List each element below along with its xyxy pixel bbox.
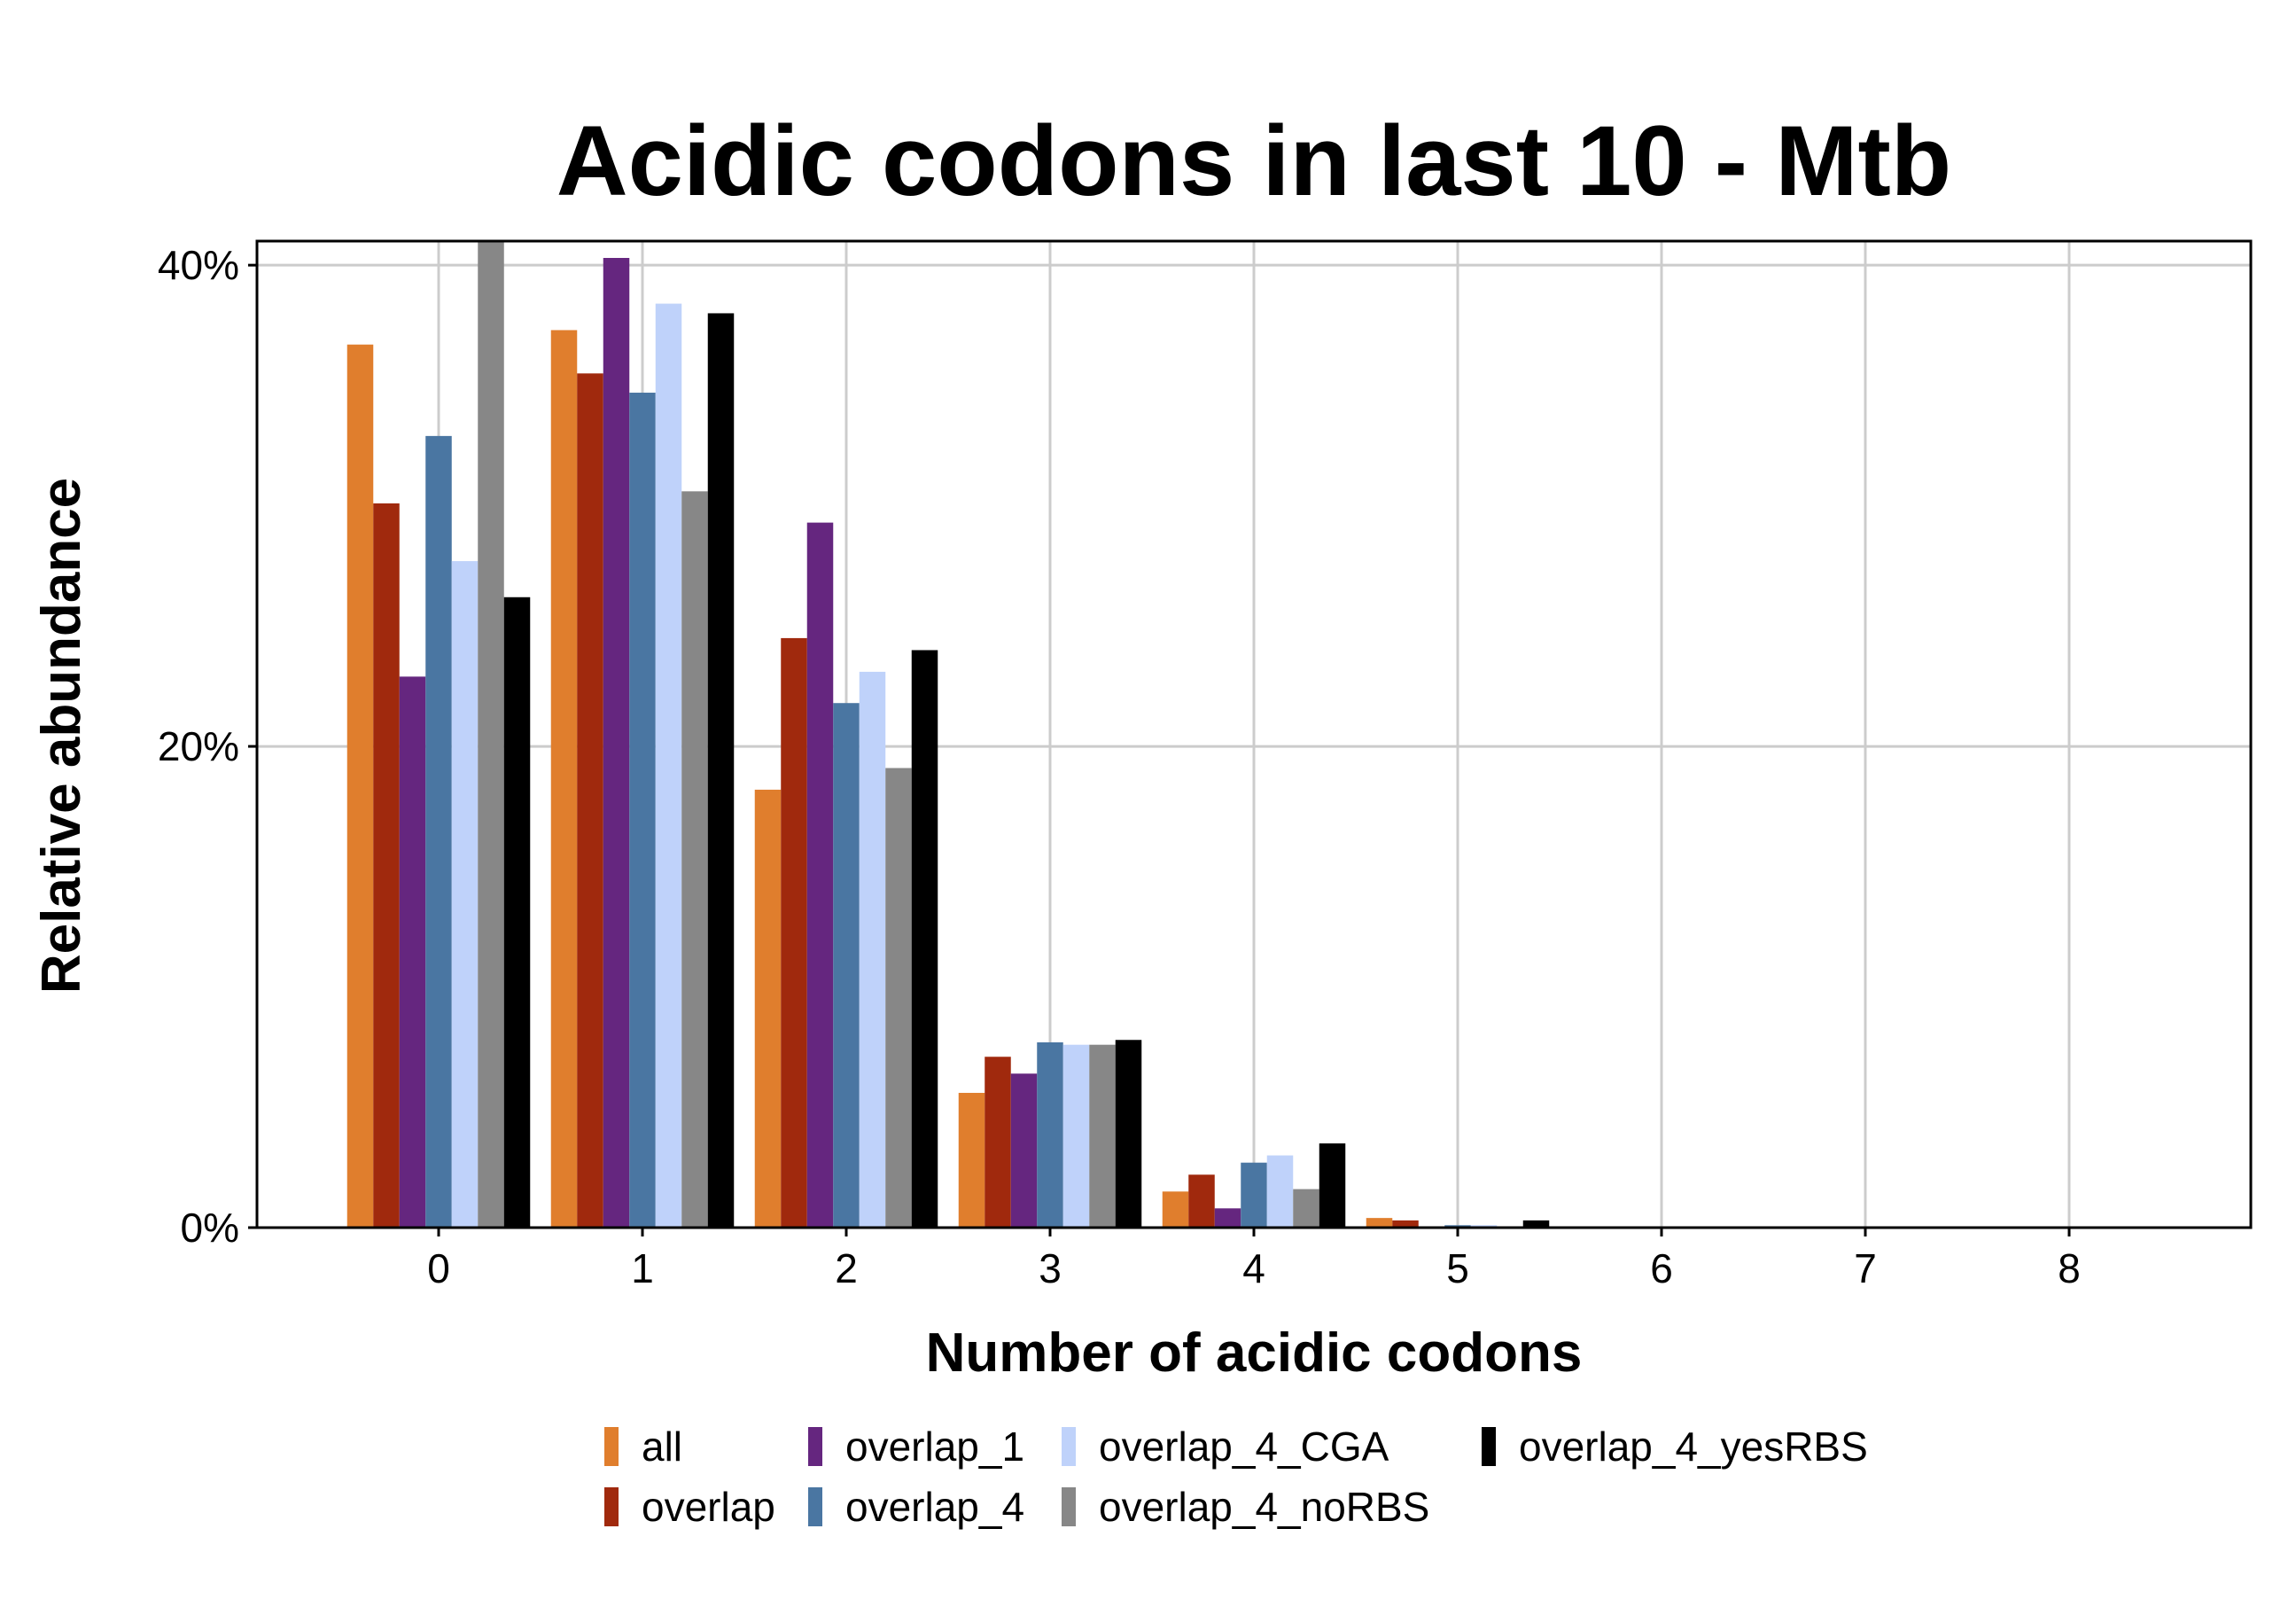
bars (346, 241, 1550, 1228)
chart-title: Acidic codons in last 10 - Mtb (556, 105, 1951, 216)
x-tick-label: 2 (835, 1245, 858, 1291)
legend-item-overlap: overlap (604, 1484, 775, 1530)
bar-all-3 (958, 1092, 985, 1228)
bar-overlap_4-4 (1241, 1162, 1267, 1228)
bar-overlap_4_yesRBS-0 (503, 597, 531, 1228)
x-tick-label: 8 (2058, 1245, 2081, 1291)
legend-label: overlap_4 (845, 1484, 1024, 1530)
bar-all-2 (754, 789, 782, 1228)
bar-overlap_1-3 (1010, 1073, 1038, 1228)
bar-all-0 (346, 344, 374, 1228)
axes: 0 1 2 3 4 5 6 7 8 0% 20% 40% (158, 239, 2253, 1291)
bar-overlap_1-2 (806, 522, 834, 1228)
bar-all-4 (1162, 1191, 1189, 1228)
bar-overlap_4_yesRBS-4 (1319, 1143, 1346, 1228)
x-tick-label: 3 (1039, 1245, 1062, 1291)
x-axis-label: Number of acidic codons (926, 1322, 1583, 1384)
bar-overlap_4_CGA-4 (1266, 1155, 1294, 1228)
bar-overlap_4_CGA-3 (1062, 1044, 1090, 1228)
bar-all-5 (1366, 1218, 1393, 1228)
bar-overlap-2 (781, 637, 807, 1228)
bar-overlap-3 (985, 1057, 1011, 1228)
bar-overlap-4 (1188, 1174, 1215, 1228)
bar-overlap_1-0 (399, 676, 426, 1228)
x-tick-label: 6 (1650, 1245, 1673, 1291)
bar-overlap_4-2 (833, 703, 860, 1228)
x-tick-label: 1 (631, 1245, 654, 1291)
bar-overlap_4_yesRBS-3 (1115, 1040, 1142, 1228)
legend-item-overlap_4_yesRBS: overlap_4_yesRBS (1482, 1424, 1868, 1470)
legend-label: overlap_4_noRBS (1099, 1484, 1429, 1530)
bar-overlap_4_yesRBS-2 (911, 650, 938, 1228)
legend-item-overlap_4_noRBS: overlap_4_noRBS (1062, 1484, 1429, 1530)
bar-overlap_4_CGA-2 (859, 671, 886, 1228)
legend-label: overlap_1 (845, 1424, 1024, 1470)
legend-label: all (642, 1424, 682, 1470)
bar-overlap_4_noRBS-1 (681, 491, 708, 1228)
legend-swatch (604, 1487, 619, 1526)
y-tick-label: 20% (158, 723, 239, 769)
legend-item-overlap_4: overlap_4 (808, 1484, 1024, 1530)
legend-swatch (1062, 1487, 1076, 1526)
x-tick-label: 4 (1242, 1245, 1265, 1291)
bar-overlap_4_noRBS-0 (478, 241, 504, 1228)
bar-overlap_4_yesRBS-5 (1522, 1220, 1550, 1228)
bar-overlap-0 (373, 503, 400, 1228)
legend-item-all: all (604, 1424, 682, 1470)
bar-overlap_1-4 (1214, 1208, 1241, 1228)
bar-overlap-1 (577, 373, 603, 1228)
legend-swatch (808, 1427, 822, 1466)
bar-overlap_1-1 (603, 258, 630, 1228)
bar-overlap_4_noRBS-4 (1293, 1189, 1319, 1228)
bar-all-1 (550, 330, 578, 1228)
bar-overlap_4_CGA-0 (451, 561, 479, 1228)
legend-label: overlap_4_CGA (1099, 1424, 1389, 1470)
x-tick-label: 5 (1446, 1245, 1469, 1291)
legend-swatch (808, 1487, 822, 1526)
bar-overlap_4-3 (1037, 1041, 1063, 1228)
y-tick-label: 40% (158, 242, 239, 288)
legend-swatch (604, 1427, 619, 1466)
legend-item-overlap_4_CGA: overlap_4_CGA (1062, 1424, 1389, 1470)
legend-swatch (1482, 1427, 1496, 1466)
bar-overlap_4-0 (425, 435, 452, 1228)
bar-overlap_4_yesRBS-1 (707, 313, 735, 1228)
legend-item-overlap_1: overlap_1 (808, 1424, 1024, 1470)
legend: all overlap overlap_1 overlap_4 overlap_4_CG… (604, 1424, 1868, 1530)
y-axis-label: Relative abundance (31, 478, 92, 994)
y-tick-label: 0% (181, 1205, 239, 1251)
x-tick-label: 0 (427, 1245, 450, 1291)
bar-overlap_4_noRBS-2 (885, 768, 912, 1228)
legend-swatch (1062, 1427, 1076, 1466)
bar-overlap_4_noRBS-3 (1089, 1044, 1116, 1228)
x-tick-label: 7 (1854, 1245, 1877, 1291)
bar-overlap_4_CGA-1 (655, 303, 682, 1228)
legend-label: overlap (642, 1484, 775, 1530)
bar-overlap-5 (1392, 1220, 1419, 1228)
bar-overlap_4-1 (629, 393, 656, 1228)
legend-label: overlap_4_yesRBS (1519, 1424, 1868, 1470)
